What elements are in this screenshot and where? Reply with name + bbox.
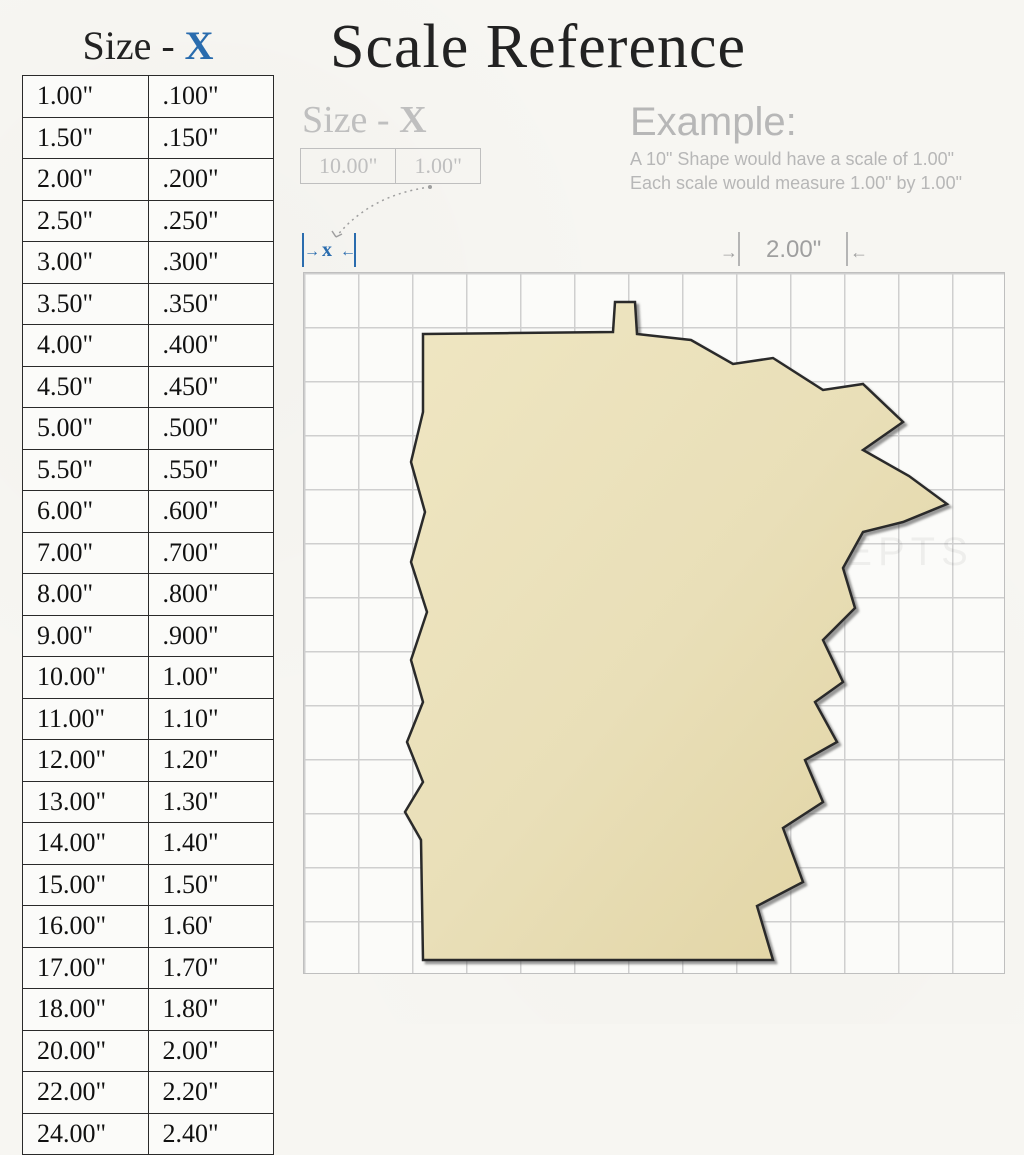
table-row: 9.00".900" — [23, 615, 274, 657]
table-cell: 16.00" — [23, 906, 149, 948]
two-marker-label: 2.00" — [766, 236, 821, 264]
sub-header-label: Size - X — [302, 99, 427, 141]
table-row: 3.50".350" — [23, 283, 274, 325]
table-cell: 4.00" — [23, 325, 149, 367]
table-row: 1.00".100" — [23, 76, 274, 118]
table-row: 5.50".550" — [23, 449, 274, 491]
table-cell: 1.00" — [148, 657, 274, 699]
size-table-header: Size - X — [22, 22, 274, 69]
table-cell: 2.00" — [23, 159, 149, 201]
table-cell: 9.00" — [23, 615, 149, 657]
table-cell: 5.50" — [23, 449, 149, 491]
table-cell: .600" — [148, 491, 274, 533]
table-cell: 7.00" — [23, 532, 149, 574]
table-cell: .150" — [148, 117, 274, 159]
size-table-header-x: X — [185, 23, 214, 68]
table-row: 22.00"2.20" — [23, 1072, 274, 1114]
table-cell: 5.00" — [23, 408, 149, 450]
table-row: 3.00".300" — [23, 242, 274, 284]
sub-header: Size - X — [302, 98, 427, 142]
table-cell: 4.50" — [23, 366, 149, 408]
table-cell: 10.00" — [23, 657, 149, 699]
table-cell: 15.00" — [23, 864, 149, 906]
table-row: 13.00"1.30" — [23, 781, 274, 823]
example-line-1: A 10" Shape would have a scale of 1.00" — [630, 147, 962, 171]
size-table-container: Size - X 1.00".100"1.50".150"2.00".200"2… — [22, 22, 274, 1155]
table-cell: 1.50" — [23, 117, 149, 159]
table-cell: 6.00" — [23, 491, 149, 533]
table-cell: 11.00" — [23, 698, 149, 740]
mini-cell-size: 10.00" — [301, 149, 396, 184]
table-row: 6.00".600" — [23, 491, 274, 533]
table-cell: 1.30" — [148, 781, 274, 823]
table-row: 2.50".250" — [23, 200, 274, 242]
table-cell: 3.00" — [23, 242, 149, 284]
page-title: Scale Reference — [330, 12, 746, 83]
size-table-header-prefix: Size - — [82, 23, 184, 68]
table-cell: 2.20" — [148, 1072, 274, 1114]
table-cell: .250" — [148, 200, 274, 242]
two-inch-marker: → ← 2.00" — [738, 232, 938, 266]
table-cell: 8.00" — [23, 574, 149, 616]
table-cell: 1.20" — [148, 740, 274, 782]
table-row: 11.00"1.10" — [23, 698, 274, 740]
scale-grid — [303, 272, 1005, 974]
x-scale-marker: → ← x — [302, 233, 392, 267]
table-cell: 1.50" — [148, 864, 274, 906]
table-cell: 1.00" — [23, 76, 149, 118]
example-line-2: Each scale would measure 1.00" by 1.00" — [630, 171, 962, 195]
table-cell: 2.40" — [148, 1113, 274, 1155]
table-cell: 12.00" — [23, 740, 149, 782]
table-cell: 24.00" — [23, 1113, 149, 1155]
table-cell: .450" — [148, 366, 274, 408]
table-cell: 1.40" — [148, 823, 274, 865]
example-block: Example: A 10" Shape would have a scale … — [630, 100, 962, 196]
table-cell: .900" — [148, 615, 274, 657]
table-row: 7.00".700" — [23, 532, 274, 574]
example-heading: Example: — [630, 100, 962, 145]
mini-size-table: 10.00" 1.00" — [300, 148, 481, 184]
table-cell: .100" — [148, 76, 274, 118]
table-row: 15.00"1.50" — [23, 864, 274, 906]
table-row: 4.50".450" — [23, 366, 274, 408]
table-row: 14.00"1.40" — [23, 823, 274, 865]
x-marker-label: x — [322, 239, 332, 262]
table-cell: 14.00" — [23, 823, 149, 865]
table-cell: 1.60' — [148, 906, 274, 948]
table-cell: 20.00" — [23, 1030, 149, 1072]
table-cell: 1.10" — [148, 698, 274, 740]
table-row: 17.00"1.70" — [23, 947, 274, 989]
table-row: 16.00"1.60' — [23, 906, 274, 948]
table-row: 12.00"1.20" — [23, 740, 274, 782]
table-cell: 1.70" — [148, 947, 274, 989]
table-cell: 17.00" — [23, 947, 149, 989]
table-cell: .800" — [148, 574, 274, 616]
table-cell: .400" — [148, 325, 274, 367]
table-cell: .550" — [148, 449, 274, 491]
table-cell: 3.50" — [23, 283, 149, 325]
table-row: 5.00".500" — [23, 408, 274, 450]
mini-cell-scale: 1.00" — [396, 149, 480, 184]
table-cell: .500" — [148, 408, 274, 450]
table-row: 20.00"2.00" — [23, 1030, 274, 1072]
sub-header-x: X — [399, 99, 426, 141]
table-cell: .300" — [148, 242, 274, 284]
table-row: 8.00".800" — [23, 574, 274, 616]
table-row: 4.00".400" — [23, 325, 274, 367]
table-cell: .200" — [148, 159, 274, 201]
table-cell: 13.00" — [23, 781, 149, 823]
table-cell: 2.00" — [148, 1030, 274, 1072]
table-cell: .350" — [148, 283, 274, 325]
size-table: 1.00".100"1.50".150"2.00".200"2.50".250"… — [22, 75, 274, 1155]
table-row: 24.00"2.40" — [23, 1113, 274, 1155]
table-row: 1.50".150" — [23, 117, 274, 159]
table-row: 10.00"1.00" — [23, 657, 274, 699]
table-cell: 22.00" — [23, 1072, 149, 1114]
table-cell: 2.50" — [23, 200, 149, 242]
table-row: 2.00".200" — [23, 159, 274, 201]
sub-header-prefix: Size - — [302, 99, 399, 141]
table-cell: .700" — [148, 532, 274, 574]
